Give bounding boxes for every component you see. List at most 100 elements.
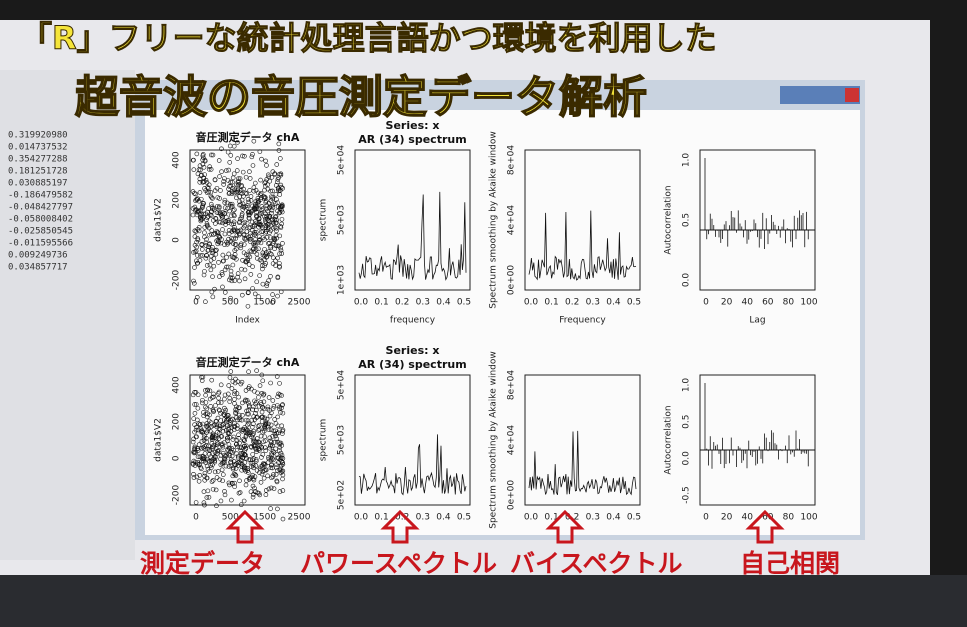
- x-tick-label: 500: [222, 513, 239, 523]
- overlay-title-1: 「R」フリーな統計処理言語かつ環境を利用した: [20, 19, 717, 57]
- plot-title: Series: x: [386, 344, 440, 357]
- console-value: -0.048427797: [8, 203, 73, 213]
- scatter-point: [230, 227, 236, 233]
- x-tick-label: 1500: [253, 513, 276, 523]
- scatter-point: [257, 273, 262, 278]
- scatter-point: [217, 234, 222, 240]
- scatter-point: [207, 448, 212, 453]
- scatter-point: [268, 235, 273, 240]
- x-axis-label: Lag: [749, 316, 765, 326]
- scatter-point: [217, 423, 222, 429]
- scatter-point: [223, 454, 228, 459]
- scatter-point: [238, 243, 243, 248]
- scatter-point: [256, 221, 261, 227]
- scatter-point: [247, 254, 253, 260]
- scatter-point: [235, 179, 241, 185]
- scatter-point: [191, 167, 197, 172]
- scatter-point: [220, 472, 226, 477]
- scatter-point: [207, 469, 212, 474]
- scatter-point: [218, 462, 224, 468]
- scatter-point: [277, 192, 283, 197]
- scatter-point: [234, 426, 240, 431]
- x-tick-label: 500: [222, 298, 239, 308]
- scatter-point: [249, 219, 255, 225]
- scatter-point: [264, 214, 269, 219]
- scatter-point: [211, 218, 216, 223]
- scatter-point: [243, 443, 249, 449]
- scatter-point: [230, 186, 236, 191]
- scatter-point: [246, 430, 251, 435]
- scatter-point: [243, 252, 249, 257]
- scatter-point: [277, 264, 282, 270]
- scatter-point: [192, 446, 197, 452]
- x-tick-label: 100: [800, 513, 817, 523]
- scatter-point: [213, 403, 218, 408]
- y-tick-label: 1e+03: [337, 265, 347, 295]
- scatter-point: [216, 426, 222, 431]
- scatter-point: [261, 391, 267, 397]
- scatter-point: [216, 239, 221, 244]
- scatter-point: [256, 446, 262, 451]
- scatter-point: [269, 462, 274, 468]
- x-tick-label: 0: [193, 298, 199, 308]
- scatter-point: [205, 223, 210, 229]
- x-tick-label: 0.0: [524, 298, 539, 308]
- scatter-point: [204, 253, 209, 258]
- scatter-point: [268, 188, 273, 194]
- scatter-point: [275, 275, 281, 281]
- x-tick-label: 80: [783, 513, 795, 523]
- scatter-point: [249, 249, 254, 254]
- scatter-point: [233, 410, 238, 415]
- scatter-point: [273, 465, 279, 470]
- scatter-point: [195, 405, 201, 411]
- scatter-point: [207, 164, 212, 170]
- scatter-point: [266, 427, 272, 432]
- scatter-point: [227, 375, 233, 380]
- scatter-point: [209, 152, 214, 158]
- scatter-point: [235, 463, 241, 468]
- scatter-point: [222, 176, 227, 181]
- scatter-point: [268, 427, 274, 433]
- scatter-point: [202, 157, 208, 163]
- scatter-point: [234, 168, 240, 173]
- scatter-point: [244, 220, 250, 226]
- console-value: 0.319920980: [8, 131, 68, 141]
- scatter-point: [222, 200, 228, 205]
- x-tick-label: 0: [703, 513, 709, 523]
- scatter-point: [237, 490, 243, 495]
- scatter-point: [251, 188, 257, 194]
- plot-frame: [699, 149, 816, 291]
- scatter-point: [270, 292, 275, 297]
- scatter-point: [195, 392, 201, 398]
- close-button[interactable]: [845, 88, 859, 102]
- scatter-point: [210, 462, 215, 468]
- scatter-point: [193, 500, 199, 505]
- scatter-point: [259, 229, 264, 235]
- scatter-point: [247, 169, 252, 174]
- scatter-point: [250, 452, 255, 457]
- scatter-point: [208, 257, 214, 263]
- scatter-point: [202, 473, 207, 479]
- scatter-point: [237, 219, 243, 225]
- y-tick-label: 400: [172, 376, 182, 393]
- scatter-point: [217, 477, 222, 483]
- scatter-point: [216, 389, 222, 395]
- scatter-point: [249, 434, 254, 440]
- scatter-point: [219, 443, 225, 448]
- scatter-point: [244, 229, 250, 235]
- scatter-point: [210, 196, 215, 201]
- scatter-point: [247, 176, 253, 181]
- y-tick-label: -200: [172, 270, 182, 291]
- scatter-point: [263, 179, 268, 185]
- scatter-point: [215, 415, 221, 421]
- scatter-point: [234, 438, 240, 443]
- y-axis-label: Autocorrelation: [664, 185, 674, 254]
- scatter-point: [204, 263, 210, 268]
- scatter-point: [245, 197, 251, 202]
- scatter-point: [191, 458, 197, 464]
- scatter-point: [222, 453, 227, 458]
- scatter-point: [237, 278, 242, 284]
- scatter-point: [221, 412, 226, 417]
- scatter-point: [269, 410, 274, 416]
- up-arrow: [380, 509, 420, 544]
